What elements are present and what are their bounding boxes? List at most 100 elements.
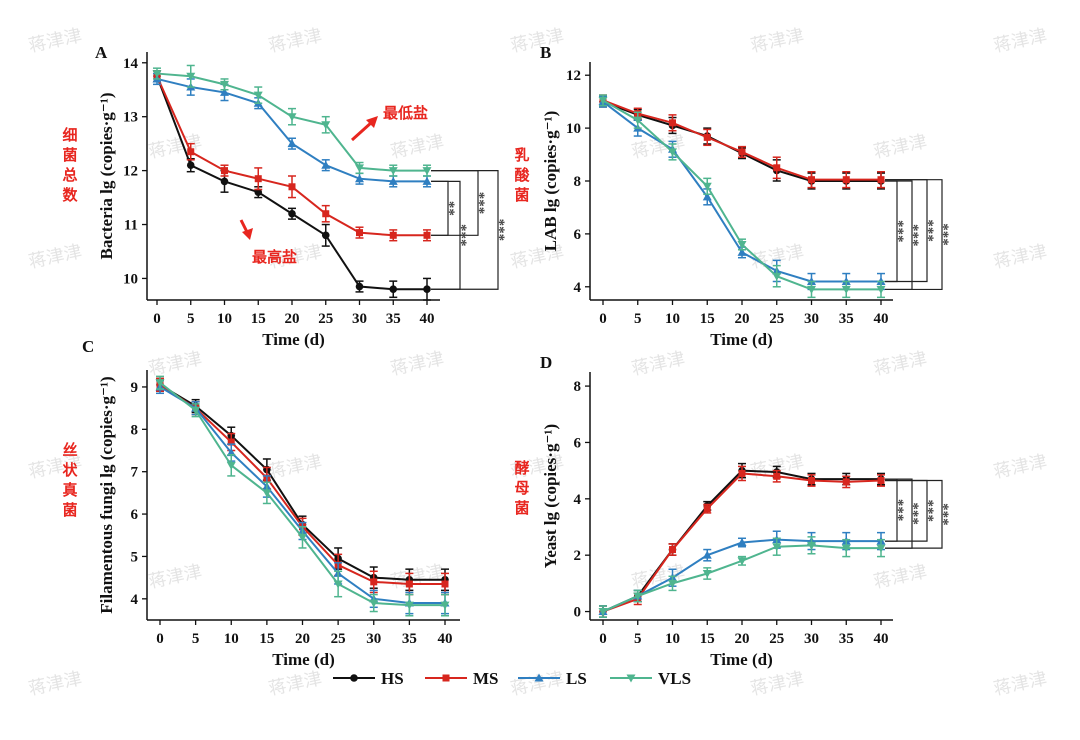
data-point-ms	[703, 505, 711, 513]
series-hs	[156, 377, 449, 592]
data-point-vls	[598, 608, 608, 617]
data-point-hs	[355, 282, 364, 291]
series-line-vls	[602, 99, 881, 291]
x-tick-label: 0	[599, 631, 607, 647]
data-point-ms	[773, 472, 781, 480]
legend-label: LS	[566, 669, 587, 688]
y-tick-label: 4	[131, 592, 139, 608]
legend-item-hs: HS	[333, 669, 404, 688]
x-tick-label: 35	[839, 311, 854, 327]
x-tick-label: 15	[700, 631, 715, 647]
y-tick-label: 6	[574, 435, 582, 451]
significance-label: ***	[905, 502, 921, 525]
data-point-ms	[423, 231, 431, 239]
watermark-text: 蒋津津	[147, 348, 204, 380]
data-point-ms	[669, 119, 676, 127]
data-point-vls	[876, 544, 886, 553]
x-axis-title: Time (d)	[710, 330, 773, 349]
x-tick-label: 20	[735, 631, 750, 647]
data-point-vls	[404, 601, 414, 610]
x-tick-label: 35	[402, 631, 417, 647]
legend-item-vls: VLS	[610, 669, 691, 688]
data-point-vls	[298, 533, 307, 542]
x-tick-label: 20	[295, 631, 310, 647]
data-point-ms	[877, 176, 885, 184]
x-tick-label: 5	[192, 631, 200, 647]
data-point-vls	[321, 121, 331, 130]
x-tick-label: 10	[217, 311, 232, 327]
significance-bracket: ***	[885, 180, 906, 283]
x-tick-label: 30	[366, 631, 381, 647]
x-tick-label: 25	[769, 631, 784, 647]
annotation-lowest-salt: 最低盐	[383, 104, 428, 122]
y-axis-title: LAB lg (copies·g⁻¹)	[541, 111, 560, 252]
data-point-hs	[254, 188, 263, 196]
watermark-text: 蒋津津	[872, 131, 929, 163]
significance-bracket: ***	[885, 479, 951, 549]
data-point-vls	[262, 489, 272, 498]
data-point-vls	[633, 116, 643, 125]
data-point-vls	[702, 570, 712, 578]
y-tick-label: 8	[574, 174, 582, 190]
x-tick-label: 15	[700, 311, 715, 327]
series-line-ms	[159, 383, 445, 585]
significance-label: ***	[890, 220, 906, 243]
series-vls	[152, 64, 432, 177]
significance-label: ***	[890, 499, 906, 522]
y-axis-title: Bacteria lg (copies·g⁻¹)	[97, 92, 116, 259]
legend: HS MS LS VLS	[333, 669, 691, 688]
x-tick-label: 25	[769, 311, 784, 327]
x-tick-label: 20	[735, 311, 750, 327]
data-point-vls	[702, 182, 712, 191]
y-tick-label: 2	[574, 548, 582, 564]
x-tick-label: 35	[386, 311, 401, 327]
y-tick-label: 7	[131, 465, 139, 481]
watermark-text: 蒋津津	[992, 451, 1049, 483]
data-point-vls	[355, 164, 364, 173]
x-tick-label: 5	[634, 631, 642, 647]
x-tick-label: 40	[420, 311, 435, 327]
series-vls	[155, 375, 450, 617]
x-tick-label: 0	[156, 631, 164, 647]
x-tick-label: 0	[153, 311, 161, 327]
data-point-hs	[186, 161, 195, 170]
panel-b-label: B	[540, 43, 551, 62]
data-point-ms	[227, 438, 235, 446]
panel-c: C 丝状真菌 4 5 6 7 8 9 0 5 10 15 20 25 30 35 40 Time (d) Fil…	[62, 337, 460, 669]
watermark-text: 蒋津津	[27, 668, 84, 700]
data-point-ls	[220, 87, 229, 96]
series-ls	[598, 95, 886, 291]
data-point-ms	[808, 477, 815, 484]
legend-label: VLS	[658, 669, 691, 688]
data-point-vls	[772, 543, 782, 552]
legend-label: MS	[473, 669, 499, 688]
legend-marker-ms	[442, 674, 450, 682]
data-point-vls	[772, 272, 782, 281]
x-tick-label: 15	[259, 631, 274, 647]
y-axis-title: Filamentous fungi lg (copies·g⁻¹)	[97, 376, 116, 613]
x-axis-title: Time (d)	[272, 650, 335, 669]
data-point-vls	[191, 406, 201, 415]
data-point-vls	[633, 592, 643, 601]
x-tick-label: 40	[438, 631, 453, 647]
watermark-text: 蒋津津	[992, 25, 1049, 57]
data-point-hs	[220, 177, 229, 186]
x-tick-label: 30	[352, 311, 367, 327]
data-point-vls	[598, 96, 608, 105]
watermark-text: 蒋津津	[147, 561, 204, 593]
data-point-vls	[287, 113, 297, 122]
x-tick-label: 30	[804, 311, 819, 327]
data-point-ms	[842, 176, 850, 184]
data-point-vls	[807, 285, 816, 294]
data-point-vls	[737, 240, 747, 249]
watermark-text: 蒋津津	[147, 131, 204, 163]
data-point-hs	[321, 231, 330, 240]
watermark-text: 蒋津津	[872, 561, 929, 593]
watermark-text: 蒋津津	[992, 241, 1049, 273]
watermark-text: 蒋津津	[509, 668, 566, 700]
x-tick-label: 25	[331, 631, 346, 647]
legend-item-ls: LS	[518, 669, 587, 688]
data-point-vls	[388, 167, 398, 176]
watermark-text: 蒋津津	[872, 348, 929, 380]
